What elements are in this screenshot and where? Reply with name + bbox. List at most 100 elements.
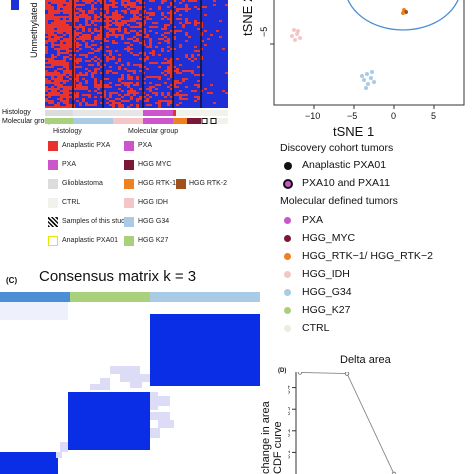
heatmap-cell — [82, 14, 85, 16]
heatmap-cell — [57, 6, 60, 8]
heatmap-cell — [197, 80, 200, 82]
consensus-cluster-block — [0, 452, 58, 474]
heatmap-cell — [115, 50, 118, 52]
heatmap-cell — [210, 34, 213, 36]
heatmap-cell — [97, 64, 100, 66]
heatmap-cell — [127, 74, 130, 76]
heatmap-cell — [66, 48, 69, 50]
heatmap-cell — [76, 74, 79, 76]
heatmap-cell — [161, 48, 164, 50]
heatmap-cell — [57, 88, 60, 90]
heatmap-cell — [94, 96, 97, 98]
heatmap-cell — [66, 64, 69, 66]
heatmap-cell — [63, 30, 66, 32]
heatmap-cell — [79, 84, 82, 86]
heatmap-cell — [51, 10, 54, 12]
heatmap-cell — [97, 0, 100, 2]
heatmap-cell — [79, 38, 82, 40]
heatmap-cell — [45, 2, 48, 4]
heatmap-cell — [79, 86, 82, 88]
heatmap-cell — [45, 16, 48, 18]
heatmap-cell — [79, 48, 82, 50]
heatmap-cell — [179, 72, 182, 74]
heatmap-cell — [82, 54, 85, 56]
heatmap-cell — [109, 16, 112, 18]
heatmap-cell — [79, 74, 82, 76]
legend-molecular-marker — [284, 325, 291, 332]
heatmap-cell — [57, 72, 60, 74]
heatmap-cell — [51, 2, 54, 4]
heatmap-cell — [60, 76, 63, 78]
heatmap-cell — [164, 40, 167, 42]
heatmap-cell — [103, 6, 106, 8]
legend-molecular-marker — [284, 289, 291, 296]
heatmap-cell — [85, 0, 88, 2]
heatmap-cell — [149, 30, 152, 32]
heatmap-cell — [127, 48, 130, 50]
heatmap-cell — [57, 64, 60, 66]
heatmap-cell — [85, 80, 88, 82]
heatmap-cell — [94, 50, 97, 52]
panel-a-ylabel: Unmethylated — [29, 2, 39, 58]
heatmap-cell — [76, 20, 79, 22]
heatmap-cell — [170, 12, 173, 14]
heatmap-cell — [73, 60, 76, 62]
heatmap-cell — [149, 14, 152, 16]
heatmap-cell — [88, 16, 91, 18]
heatmap-cell — [66, 68, 69, 70]
heatmap-cell — [127, 50, 130, 52]
heatmap-cell — [109, 100, 112, 102]
heatmap-cell — [103, 86, 106, 88]
heatmap-cell — [63, 52, 66, 54]
heatmap-cell — [130, 88, 133, 90]
tsne-x-tick: 0 — [391, 111, 397, 121]
heatmap-cell — [176, 18, 179, 20]
heatmap-cell — [109, 58, 112, 60]
heatmap-cell — [97, 16, 100, 18]
heatmap-cell — [115, 14, 118, 16]
heatmap-cell — [115, 12, 118, 14]
heatmap-cell — [127, 0, 130, 2]
heatmap-cell — [185, 4, 188, 6]
heatmap-cell — [185, 78, 188, 80]
heatmap-cell — [88, 34, 91, 36]
heatmap-cell — [152, 76, 155, 78]
heatmap-cell — [94, 18, 97, 20]
heatmap-cell — [69, 38, 72, 40]
heatmap-cell — [54, 2, 57, 4]
heatmap-cell — [63, 62, 66, 64]
heatmap-cell — [121, 100, 124, 102]
heatmap-cell — [164, 96, 167, 98]
heatmap-cell — [73, 0, 76, 2]
heatmap-cell — [91, 58, 94, 60]
heatmap-cell — [167, 68, 170, 70]
heatmap-cell — [66, 10, 69, 12]
heatmap-cell — [94, 20, 97, 22]
heatmap-cell — [45, 46, 48, 48]
heatmap-cell — [197, 96, 200, 98]
heatmap-cell — [130, 96, 133, 98]
heatmap-cell — [182, 98, 185, 100]
heatmap-cell — [167, 86, 170, 88]
heatmap-cell — [219, 36, 222, 38]
heatmap-cell — [79, 14, 82, 16]
heatmap-cell — [173, 66, 176, 68]
heatmap-cell — [91, 48, 94, 50]
heatmap-cell — [57, 50, 60, 52]
heatmap-cell — [201, 40, 204, 42]
heatmap-cell — [103, 26, 106, 28]
heatmap-cell — [45, 98, 48, 100]
heatmap-cell — [118, 60, 121, 62]
heatmap-cell — [66, 106, 69, 108]
heatmap-cell — [191, 54, 194, 56]
heatmap-cell — [185, 70, 188, 72]
heatmap-cell — [82, 12, 85, 14]
heatmap-cell — [149, 38, 152, 40]
tsne-y-tick: −5 — [259, 26, 269, 37]
heatmap-cell — [121, 22, 124, 24]
legend-molecular-item: HGG_K27 — [302, 304, 351, 316]
heatmap-cell — [130, 104, 133, 106]
heatmap-cell — [54, 82, 57, 84]
heatmap-cell — [133, 70, 136, 72]
heatmap-cell — [48, 40, 51, 42]
